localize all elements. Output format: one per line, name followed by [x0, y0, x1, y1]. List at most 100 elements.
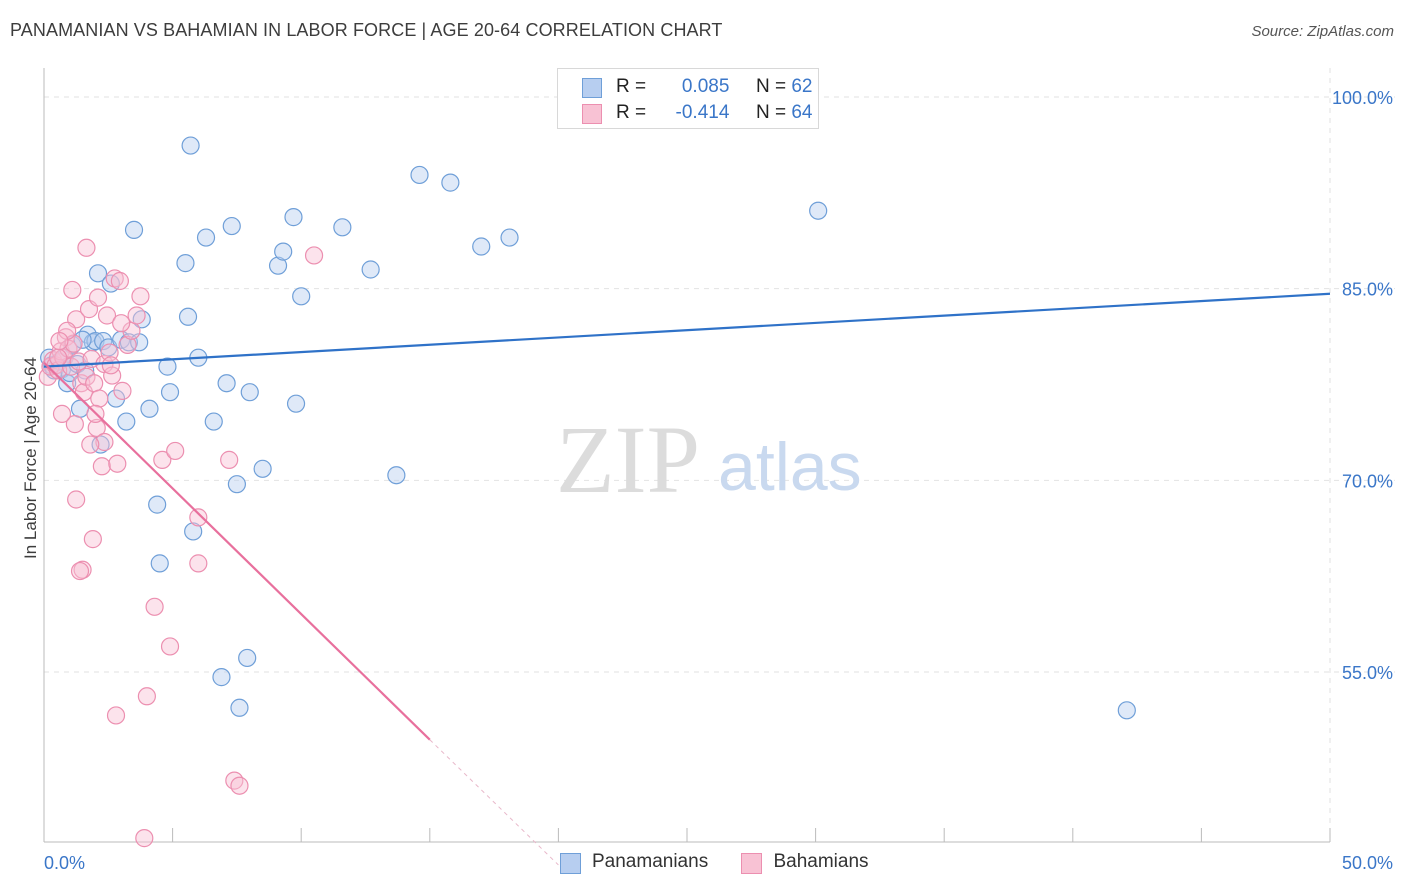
data-point-panamanian	[1117, 701, 1136, 720]
legend-n-value: 62	[791, 76, 813, 97]
data-point-bahamian	[135, 829, 154, 848]
data-point-bahamian	[67, 490, 86, 509]
legend-label: Bahamians	[773, 851, 869, 872]
data-point-bahamian	[97, 306, 117, 325]
data-point-bahamian	[63, 280, 82, 300]
data-point-panamanian	[274, 242, 293, 261]
data-point-panamanian	[333, 218, 352, 237]
legend-swatch-blue	[560, 853, 581, 874]
data-point-panamanian	[253, 459, 272, 478]
legend-n-value: 64	[791, 102, 813, 123]
legend-swatch-blue	[582, 78, 602, 98]
y-axis-label: In Labor Force | Age 20-64	[21, 357, 40, 559]
data-point-panamanian	[268, 256, 288, 275]
data-point-bahamian	[101, 356, 120, 375]
legend-r-label: R =	[616, 102, 647, 123]
data-point-panamanian	[217, 374, 236, 393]
data-point-panamanian	[158, 357, 177, 376]
data-point-panamanian	[222, 216, 241, 236]
legend-row-bahamians: R = -0.414 N = 64	[558, 101, 818, 127]
series-legend: Panamanians Bahamians	[560, 851, 897, 877]
y-tick-label: 55.0%	[1342, 663, 1393, 683]
source-label: Source: ZipAtlas.com	[1251, 23, 1394, 40]
data-point-panamanian	[286, 394, 306, 413]
data-point-bahamian	[131, 287, 150, 306]
data-point-bahamian	[92, 457, 111, 476]
trend-line-panamanians	[43, 292, 1331, 368]
legend-row-panamanians: R = 0.085 N = 62	[558, 75, 818, 101]
data-point-bahamian	[225, 771, 244, 790]
data-point-panamanian	[240, 383, 259, 402]
data-point-bahamian	[137, 687, 156, 706]
data-point-bahamian	[189, 554, 208, 573]
legend-item-panamanians[interactable]: Panamanians	[560, 851, 709, 874]
data-point-bahamian	[85, 374, 104, 393]
legend-swatch-pink	[741, 853, 763, 874]
y-tick-label: 100.0%	[1332, 88, 1393, 108]
data-point-bahamian	[77, 238, 96, 257]
legend-item-bahamians[interactable]: Bahamians	[741, 851, 869, 874]
data-point-bahamian	[95, 432, 114, 452]
data-point-bahamian	[106, 706, 126, 725]
data-point-bahamian	[230, 776, 249, 795]
data-point-bahamian	[113, 381, 132, 400]
data-point-bahamian	[110, 271, 129, 291]
axes	[43, 68, 1331, 843]
data-point-panamanian	[204, 412, 223, 431]
data-point-bahamian	[52, 404, 72, 423]
data-point-panamanian	[181, 136, 200, 155]
data-point-panamanian	[387, 466, 406, 485]
data-point-bahamian	[81, 435, 100, 454]
data-point-bahamian	[49, 348, 68, 367]
data-point-panamanian	[124, 220, 144, 239]
legend-r-label: R =	[616, 76, 647, 97]
trend-line-bahamians	[43, 361, 431, 741]
y-tick-label: 70.0%	[1342, 471, 1393, 491]
data-point-panamanian	[184, 522, 203, 541]
data-point-panamanian	[500, 228, 519, 247]
legend-n-label: N =	[755, 76, 787, 97]
data-point-panamanian	[140, 399, 159, 418]
data-point-bahamian	[118, 335, 137, 354]
data-point-bahamian	[105, 269, 124, 288]
data-point-panamanian	[88, 264, 108, 283]
data-point-bahamian	[65, 415, 84, 434]
watermark-zip: ZIP	[556, 406, 700, 513]
data-point-bahamian	[220, 450, 239, 469]
data-point-panamanian	[150, 554, 169, 573]
data-point-bahamian	[50, 331, 69, 351]
data-point-bahamian	[88, 288, 108, 307]
data-point-panamanian	[809, 201, 828, 220]
data-point-bahamian	[90, 389, 109, 408]
data-point-panamanian	[292, 287, 311, 306]
grid-lines	[44, 68, 1395, 842]
data-point-bahamian	[58, 321, 77, 340]
data-point-panamanian	[238, 648, 257, 668]
data-point-panamanian	[441, 173, 460, 192]
trend-extension-bahamians	[429, 739, 559, 866]
data-point-bahamian	[304, 246, 324, 265]
data-point-panamanian	[176, 254, 195, 273]
data-point-panamanian	[148, 495, 167, 514]
chart-title: PANAMANIAN VS BAHAMIAN IN LABOR FORCE | …	[10, 20, 723, 40]
data-point-bahamian	[189, 508, 208, 527]
legend-n-label: N =	[755, 102, 787, 123]
data-point-bahamian	[127, 306, 146, 325]
trend-lines	[43, 292, 1331, 866]
data-point-bahamian	[108, 454, 127, 473]
data-point-panamanian	[227, 475, 246, 494]
data-point-bahamian	[153, 450, 172, 469]
data-point-panamanian	[117, 412, 136, 431]
data-point-panamanian	[361, 260, 380, 279]
data-point-bahamian	[87, 418, 106, 438]
x-tick-label: 0.0%	[44, 853, 85, 873]
data-point-bahamian	[145, 597, 164, 616]
data-point-panamanian	[230, 698, 249, 717]
legend-label: Panamanians	[592, 851, 709, 872]
y-tick-label: 85.0%	[1342, 280, 1393, 300]
tick-labels: 55.0% 70.0% 85.0% 100.0% 0.0% 50.0%	[44, 88, 1393, 873]
legend-r-value: 0.085	[681, 76, 730, 97]
data-point-bahamian	[70, 561, 90, 581]
data-point-panamanian	[410, 165, 429, 185]
